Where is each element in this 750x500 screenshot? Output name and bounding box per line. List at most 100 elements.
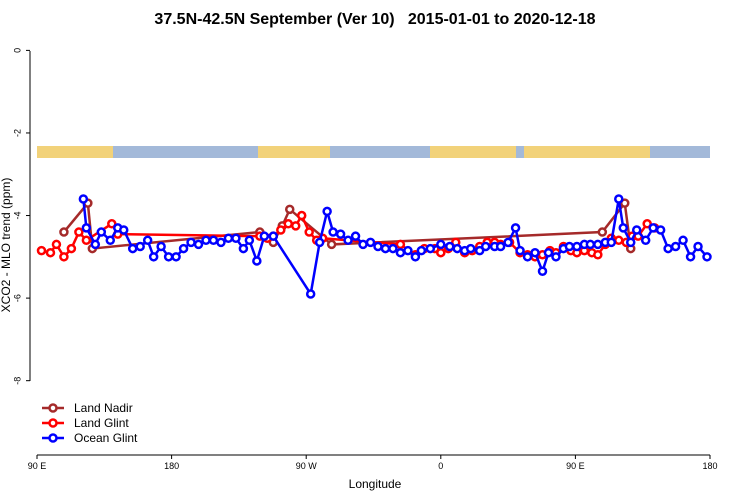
data-point <box>296 210 307 221</box>
data-point <box>416 245 427 256</box>
data-point <box>178 243 189 254</box>
data-point <box>614 235 624 246</box>
data-point <box>593 250 603 260</box>
data-point <box>328 227 338 237</box>
data-point <box>614 194 624 204</box>
data-point <box>410 252 421 262</box>
data-point <box>148 252 159 262</box>
y-tick-label: -8 <box>12 377 22 385</box>
data-point <box>276 225 286 235</box>
data-point <box>326 239 337 250</box>
data-point <box>380 243 391 254</box>
data-point <box>36 245 47 256</box>
legend-label: Land Glint <box>74 416 129 430</box>
data-point <box>452 243 463 254</box>
data-point <box>358 239 368 250</box>
data-point <box>304 227 314 237</box>
data-point <box>90 239 101 250</box>
data-point <box>322 206 332 217</box>
data-point <box>640 235 651 246</box>
data-point <box>107 219 117 229</box>
data-point <box>118 225 129 235</box>
data-point <box>655 225 666 235</box>
data-point <box>515 245 525 256</box>
data-point <box>543 247 554 258</box>
data-point <box>642 219 652 229</box>
x-tick-label: 180 <box>164 461 179 471</box>
data-point <box>66 243 77 254</box>
data-point <box>670 241 681 252</box>
data-point <box>522 252 533 262</box>
x-tick-label: 90 E <box>28 461 47 471</box>
data-point <box>395 239 406 250</box>
data-point <box>74 227 84 237</box>
data-point <box>436 239 446 250</box>
data-point <box>223 233 234 243</box>
chart-title: 37.5N-42.5N September (Ver 10) 2015-01-0… <box>154 11 595 28</box>
data-point <box>314 237 325 248</box>
data-point <box>201 235 211 246</box>
data-point <box>445 241 455 252</box>
data-point <box>648 223 658 233</box>
legend-marker <box>48 403 58 413</box>
x-tick-label: 90 E <box>566 461 585 471</box>
data-point <box>551 252 561 262</box>
data-point <box>45 247 56 258</box>
x-tick-label: 0 <box>438 461 443 471</box>
legend-label: Land Nadir <box>74 401 133 415</box>
data-point <box>625 237 636 248</box>
data-point <box>208 235 219 246</box>
data-point <box>530 247 540 258</box>
data-point <box>142 235 153 246</box>
x-tick-label: 180 <box>702 461 717 471</box>
data-point <box>78 194 89 204</box>
data-point <box>51 239 62 250</box>
data-point <box>663 243 673 254</box>
y-tick-label: -4 <box>12 212 22 220</box>
data-point <box>163 252 174 262</box>
data-point <box>59 227 69 237</box>
data-point <box>503 237 513 248</box>
data-point <box>259 231 270 241</box>
data-point <box>606 237 617 248</box>
data-point <box>231 233 241 243</box>
data-point <box>59 252 69 262</box>
data-point <box>678 235 688 246</box>
x-tick-label: 90 W <box>296 461 318 471</box>
data-point <box>495 241 506 252</box>
data-point <box>268 231 279 241</box>
data-point <box>620 198 630 208</box>
data-point <box>305 289 316 299</box>
y-axis-label: XCO2 - MLO trend (ppm) <box>0 178 13 313</box>
data-point <box>283 219 294 229</box>
data-point <box>216 237 226 248</box>
data-point <box>564 241 575 252</box>
data-point <box>537 266 548 277</box>
x-axis-label: Longitude <box>349 477 402 491</box>
y-tick-label: 0 <box>12 48 22 53</box>
data-point <box>343 235 353 246</box>
data-point <box>465 243 476 254</box>
data-point <box>597 227 608 237</box>
legend-label: Ocean Glint <box>74 431 138 445</box>
data-point <box>284 204 295 215</box>
data-point <box>105 235 116 246</box>
data-point <box>156 241 166 252</box>
data-point <box>510 223 521 233</box>
data-point <box>388 243 398 254</box>
data-point <box>572 241 582 252</box>
data-point <box>618 223 629 233</box>
data-point <box>365 237 376 248</box>
legend-marker <box>48 418 58 428</box>
data-point <box>685 252 696 262</box>
data-point <box>350 231 361 241</box>
data-point <box>290 221 301 231</box>
map-strip <box>37 146 710 158</box>
data-point <box>373 241 383 252</box>
data-point <box>395 247 406 258</box>
data-point <box>425 243 436 254</box>
data-point <box>238 243 249 254</box>
data-point <box>193 239 204 250</box>
legend-marker <box>48 433 58 443</box>
